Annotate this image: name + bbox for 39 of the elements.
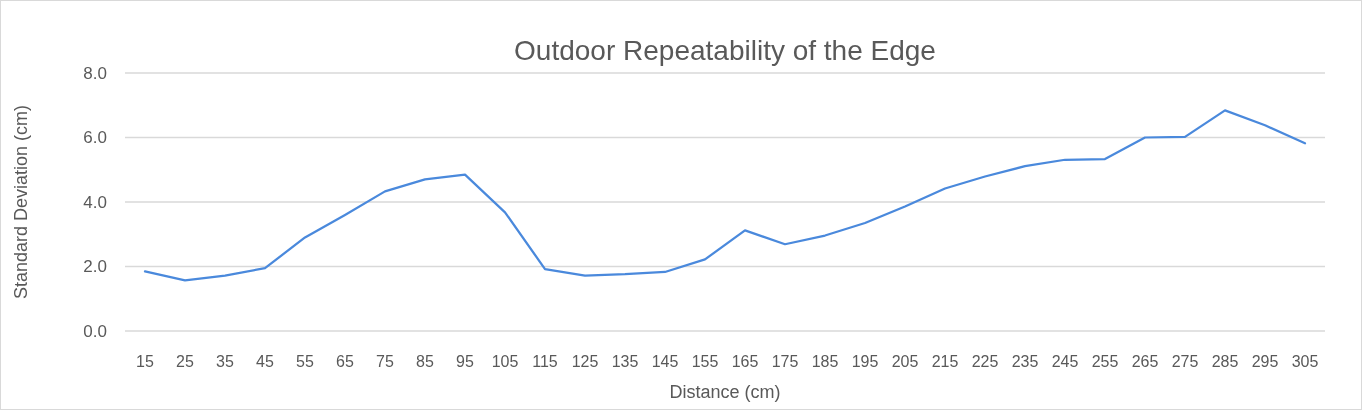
y-tick-label: 4.0 <box>83 192 107 212</box>
x-tick-label: 215 <box>931 353 959 370</box>
x-tick-label: 305 <box>1291 353 1319 370</box>
y-tick-label: 6.0 <box>83 128 107 148</box>
x-tick-label: 15 <box>136 353 154 370</box>
x-tick-label: 135 <box>611 353 639 370</box>
x-axis-title: Distance (cm) <box>669 382 781 402</box>
x-tick-label: 45 <box>256 353 274 370</box>
chart-title: Outdoor Repeatability of the Edge <box>514 35 936 66</box>
x-tick-label: 115 <box>532 353 558 370</box>
x-tick-label: 85 <box>416 353 434 370</box>
x-tick-label: 145 <box>651 353 679 370</box>
x-tick-label: 25 <box>176 353 194 370</box>
x-tick-label: 235 <box>1011 353 1039 370</box>
x-tick-label: 265 <box>1131 353 1159 370</box>
x-tick-label: 255 <box>1091 353 1119 370</box>
x-tick-label: 65 <box>336 353 354 370</box>
x-tick-label: 295 <box>1251 353 1279 370</box>
x-tick-label: 95 <box>456 353 474 370</box>
x-tick-label: 195 <box>851 353 879 370</box>
x-tick-label: 55 <box>296 353 314 370</box>
x-tick-label: 185 <box>811 353 839 370</box>
x-tick-label: 165 <box>731 353 759 370</box>
x-tick-label: 155 <box>691 353 719 370</box>
x-tick-label: 125 <box>571 353 599 370</box>
x-tick-label: 35 <box>216 353 234 370</box>
x-tick-label: 225 <box>971 353 999 370</box>
y-tick-label: 8.0 <box>83 63 107 83</box>
x-tick-label: 245 <box>1051 353 1079 370</box>
x-tick-label: 105 <box>491 353 519 370</box>
y-tick-label: 0.0 <box>83 321 107 341</box>
x-tick-label: 275 <box>1171 353 1199 370</box>
line-series <box>143 109 1307 282</box>
x-tick-label: 285 <box>1211 353 1239 370</box>
x-tick-label: 75 <box>376 353 394 370</box>
x-tick-label: 175 <box>771 353 799 370</box>
x-tick-label: 205 <box>891 353 919 370</box>
y-axis-title: Standard Deviation (cm) <box>11 104 31 300</box>
y-tick-label: 2.0 <box>83 257 107 277</box>
